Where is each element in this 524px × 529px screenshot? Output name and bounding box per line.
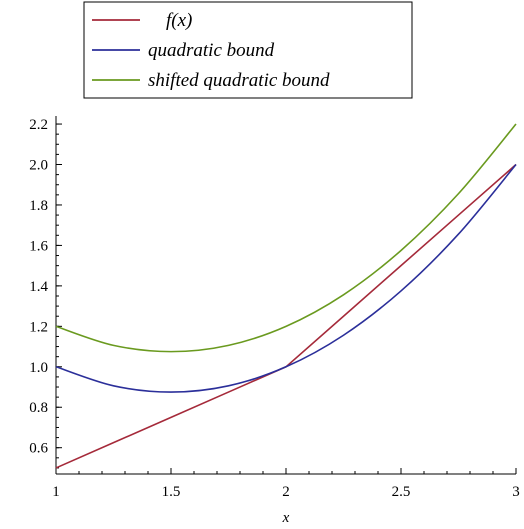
y-tick-label: 1.6 [29, 238, 48, 254]
x-axis-label: x [282, 510, 290, 526]
y-tick-label: 0.6 [29, 441, 48, 457]
x-tick-label: 2 [282, 484, 290, 500]
legend-label-2: quadratic bound [148, 40, 275, 61]
plot-area [55, 123, 517, 469]
legend-label-1: f(x) [166, 10, 192, 31]
x-tick-label: 1.5 [162, 484, 181, 500]
y-tick-label: 2.2 [29, 117, 48, 133]
legend-label-3: shifted quadratic bound [148, 70, 330, 91]
y-tick-label: 2.0 [29, 158, 48, 174]
x-tick-label: 3 [512, 484, 520, 500]
y-tick-label: 1.4 [29, 279, 48, 295]
series-line-2 [55, 163, 517, 393]
x-tick-label: 2.5 [392, 484, 411, 500]
legend: f(x) quadratic bound shifted quadratic bou… [83, 1, 413, 99]
y-tick-label: 1.8 [29, 198, 48, 214]
series-line-1 [55, 163, 517, 469]
axes: 1 1.5 2 2.5 3 0.6 0.8 1.0 1.2 1.4 1.6 1.8 2.0 2.2 [29, 116, 520, 500]
x-tick-label: 1 [52, 484, 60, 500]
series-line-3 [55, 123, 517, 353]
y-tick-label: 1.0 [29, 360, 48, 376]
y-tick-label: 0.8 [29, 400, 48, 416]
y-tick-label: 1.2 [29, 319, 48, 335]
